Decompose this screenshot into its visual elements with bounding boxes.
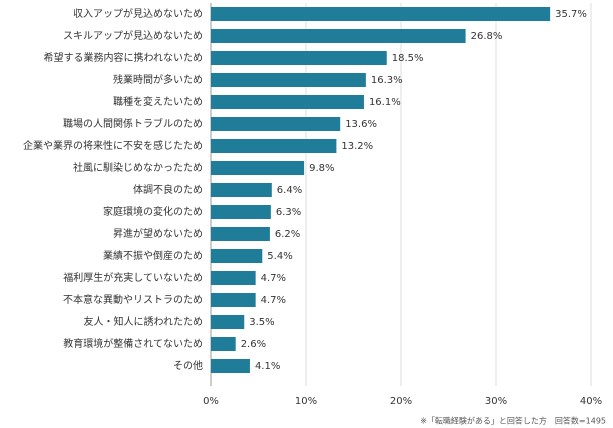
x-tick-label: 0%	[203, 396, 219, 407]
value-label: 4.7%	[261, 273, 286, 284]
bar	[211, 117, 341, 131]
x-tick-label: 20%	[390, 396, 412, 407]
bar	[211, 139, 337, 153]
y-tick-label: その他	[173, 359, 203, 372]
y-tick-label: 収入アップが見込めないため	[73, 7, 203, 20]
y-tick-label: 福利厚生が充実していないため	[63, 271, 203, 284]
value-label: 6.3%	[276, 207, 301, 218]
x-tick-label: 40%	[580, 396, 602, 407]
value-label: 13.6%	[345, 119, 377, 130]
x-tick-label: 10%	[295, 396, 317, 407]
bar	[211, 51, 387, 65]
bar	[211, 7, 551, 21]
value-label: 2.6%	[241, 339, 266, 350]
value-label: 6.2%	[275, 229, 300, 240]
value-label: 5.4%	[267, 251, 292, 262]
y-tick-label: 教育環境が整備されてないため	[63, 337, 203, 350]
bar	[211, 249, 263, 263]
y-tick-label: 友人・知人に誘われたため	[84, 315, 204, 328]
value-label: 9.8%	[309, 163, 334, 174]
bar	[211, 293, 256, 307]
y-tick-label: 不本意な異動やリストラのため	[63, 293, 203, 306]
bar	[211, 227, 270, 241]
bar	[211, 29, 466, 43]
bar	[211, 337, 236, 351]
value-label: 26.8%	[471, 31, 503, 42]
bar	[211, 359, 250, 373]
y-tick-label: スキルアップが見込めないため	[63, 29, 203, 42]
bar	[211, 161, 305, 175]
y-tick-label: 残業時間が多いため	[113, 73, 203, 86]
y-tick-label: 職場の人間関係トラブルのため	[63, 117, 203, 130]
value-label: 6.4%	[277, 185, 302, 196]
value-label: 4.1%	[255, 361, 280, 372]
value-label: 3.5%	[249, 317, 274, 328]
y-tick-label: 企業や業界の将来性に不安を感じたため	[23, 139, 203, 152]
value-label: 16.3%	[371, 75, 403, 86]
y-tick-label: 体調不良のため	[133, 183, 203, 196]
y-tick-label: 業績不振や倒産のため	[103, 249, 203, 262]
y-tick-label: 昇進が望めないため	[113, 227, 203, 240]
bar	[211, 95, 364, 109]
value-label: 4.7%	[261, 295, 286, 306]
value-label: 18.5%	[392, 53, 424, 64]
bar	[211, 183, 272, 197]
y-tick-label: 家庭環境の変化のため	[103, 205, 203, 218]
bar	[211, 73, 366, 87]
x-tick-label: 30%	[485, 396, 507, 407]
value-label: 13.2%	[341, 141, 373, 152]
y-tick-label: 社風に馴染じめなかったため	[73, 161, 203, 174]
bar	[211, 205, 271, 219]
bar	[211, 271, 256, 285]
value-label: 35.7%	[555, 9, 587, 20]
value-label: 16.1%	[369, 97, 401, 108]
y-tick-label: 職種を変えたいため	[113, 95, 203, 108]
footnote: ※「転職経験がある」と回答した方 回答数=1495	[420, 416, 606, 426]
y-tick-label: 希望する業務内容に携われないため	[44, 51, 204, 64]
bar	[211, 315, 245, 329]
